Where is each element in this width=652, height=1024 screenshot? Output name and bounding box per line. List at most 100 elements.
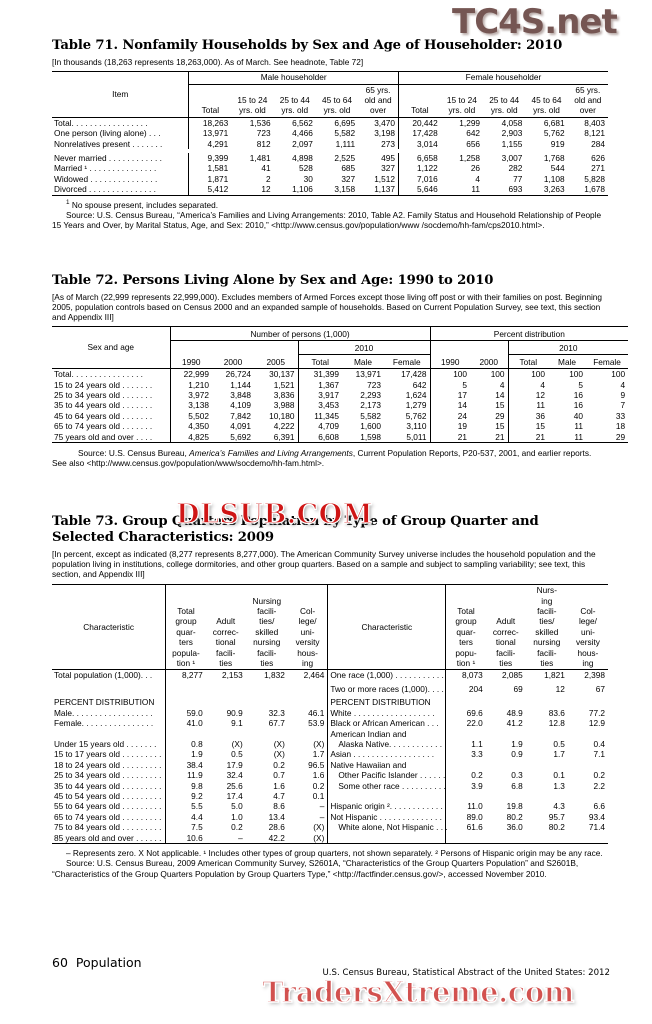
row-value: 723 (367, 379, 381, 390)
row-value: 100 (429, 368, 471, 380)
table-72-col-pct-total: Total (507, 354, 549, 369)
section-heading: PERCENT DISTRIBUTION (54, 697, 155, 708)
table-71-notes: 1 No spouse present, includes separated.… (52, 199, 608, 231)
page-number: 60 (52, 955, 68, 970)
table-row: PERCENT DISTRIBUTION PERCENT DISTRIBUTION (52, 694, 608, 708)
row-value: 0.8 (165, 738, 206, 750)
row-value (246, 684, 288, 694)
table-row: Male. . . . . . . . . . . . . . . . . . 5… (52, 707, 608, 719)
table-row: 15 to 24 years old . . . . . . . 1,210 1,1… (52, 379, 628, 390)
row-value: 17,428 (384, 368, 431, 380)
table-row: 45 to 64 years old . . . . . . . 5,502 7,8… (52, 410, 628, 422)
row-value: 2,173 (360, 400, 381, 411)
row-value: 495 (381, 153, 395, 164)
row-value: 21 (429, 431, 471, 443)
row-value: 16 (573, 389, 584, 400)
table-72-col-male: Male (354, 356, 372, 367)
row-value: 8,121 (584, 128, 605, 139)
row-value: 7.5 (165, 822, 206, 833)
row-value: 9.2 (165, 790, 206, 802)
table-row: Under 15 years old . . . . . . . 0.8 (X) (X… (52, 738, 608, 750)
t72-src-italic: America’s Families and Living Arrangemen… (189, 448, 353, 459)
table-71-source: Source: U.S. Census Bureau, “America’s F… (52, 209, 602, 231)
row-value: 30 (303, 173, 313, 184)
row-value: 100 (470, 368, 509, 380)
row-label: Widowed . . . . . . . . . . . . . . . (54, 173, 158, 184)
table-row: Divorced . . . . . . . . . . . . . . . 5,… (52, 184, 608, 196)
row-value: 3,988 (273, 400, 295, 411)
row-value: 2,903 (501, 128, 523, 139)
row-label: Hispanic origin ². . . . . . . . . . . . (327, 801, 446, 812)
row-label: Other Pacific Islander . . . . . . (327, 770, 446, 781)
table-73-headnote: [In percent, except as indicated (8,277 … (52, 548, 596, 580)
row-value: 1,210 (169, 379, 212, 390)
row-value: 30,137 (254, 368, 298, 380)
row-value (165, 694, 206, 708)
row-value (486, 760, 526, 770)
row-label (52, 729, 166, 739)
row-value: 8,073 (445, 669, 486, 681)
footer-source: U.S. Census Bureau, Statistical Abstract… (322, 968, 611, 978)
row-value: 0.2 (593, 770, 605, 781)
table-72-col-1990: 1990 (169, 354, 212, 369)
row-value: 11.9 (165, 770, 206, 781)
table-73-col-nursing-right: Nurs-ing facili-ties/skilled nursing facili… (525, 584, 568, 670)
row-value: 6,608 (297, 431, 342, 443)
row-value: 1.6 (273, 780, 285, 791)
row-value: 32.4 (226, 770, 243, 781)
row-value (568, 760, 608, 770)
row-value: 271 (591, 163, 605, 174)
row-value: 77 (513, 173, 523, 184)
row-value: 3,972 (169, 389, 212, 401)
table-row: Female. . . . . . . . . . . . . . . . 41.… (52, 718, 608, 729)
row-value (246, 729, 288, 739)
table-row: Two or more races (1,000). . . . 204 69 12 6… (52, 683, 608, 695)
table-71-headnote: [In thousands (18,263 represents 18,263,… (52, 57, 364, 67)
row-value: 5,582 (360, 410, 381, 421)
row-value: 26,724 (212, 368, 254, 380)
row-value: 1.0 (231, 811, 243, 822)
row-label: Total. . . . . . . . . . . . . . . . . (52, 116, 189, 129)
page-content: Table 71. Nonfamily Households by Sex an… (52, 0, 629, 879)
row-value: 2,293 (360, 389, 381, 400)
row-label: 25 to 34 years old . . . . . . . (54, 389, 153, 400)
row-value: 9.8 (165, 780, 206, 791)
row-value: 1,106 (292, 184, 313, 195)
row-value: 13,971 (188, 128, 232, 139)
row-value: 4 (507, 379, 549, 390)
row-value: 28.6 (268, 822, 285, 833)
row-label: One race (1,000) . . . . . . . . . . . (327, 669, 446, 681)
row-label: Total. . . . . . . . . . . . . . . . (52, 368, 170, 380)
row-value: 7,842 (230, 410, 251, 421)
row-value: 20,442 (397, 116, 441, 129)
row-value: 4.4 (165, 811, 206, 823)
row-label: One person (living alone) . . . (54, 128, 161, 139)
row-value (526, 760, 568, 770)
row-value: 3,848 (230, 389, 251, 400)
row-value: 22.0 (445, 718, 486, 729)
table-71: Item Male householder Female householder… (52, 71, 608, 198)
row-value: 1.7 (553, 749, 565, 760)
row-value (445, 759, 486, 771)
row-value: 9 (620, 389, 626, 400)
row-value: 6,695 (315, 116, 359, 129)
row-value: 90.9 (226, 707, 243, 718)
row-value: 1,598 (360, 431, 381, 442)
row-label (327, 790, 446, 802)
table-row: Total. . . . . . . . . . . . . . . . 22,9… (52, 368, 629, 380)
row-label (327, 680, 446, 684)
table-bottom-rule (52, 442, 629, 446)
row-value: 1,768 (543, 153, 565, 164)
row-value: 100 (507, 368, 549, 380)
row-value: 41.2 (506, 718, 523, 729)
row-label: Never married . . . . . . . . . . . . (54, 153, 162, 164)
table-72-col-female: Female (392, 356, 421, 367)
row-value: 25.6 (226, 780, 243, 791)
table-71-spanner-male: Male householder (188, 71, 399, 85)
table-72-subspanner-2010-right: 2010 (507, 340, 629, 356)
row-value: 327 (341, 173, 356, 184)
row-label: 55 to 64 years old . . . . . . . . . (54, 801, 162, 812)
row-value: 1.1 (445, 738, 486, 750)
row-label: 75 to 84 years old . . . . . . . . . (54, 822, 162, 833)
row-value: 284 (591, 138, 605, 149)
